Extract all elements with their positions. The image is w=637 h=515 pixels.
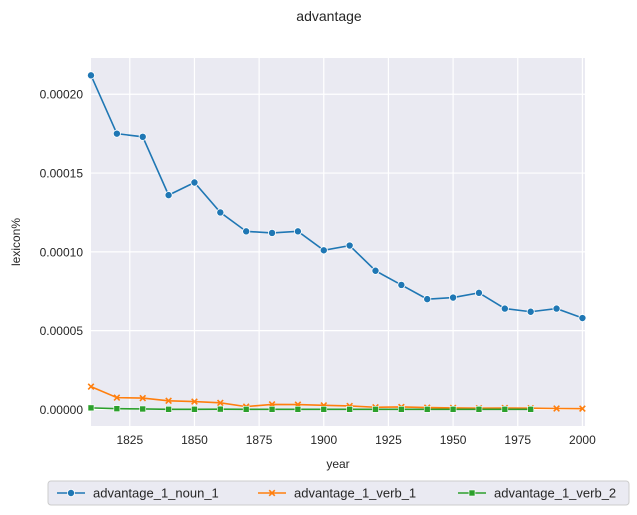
data-point [268, 228, 277, 237]
legend: advantage_1_noun_1 advantage_1_verb_1 adva… [47, 480, 630, 506]
x-tick-label: 1825 [116, 433, 143, 447]
data-point [500, 304, 509, 313]
data-point [191, 398, 198, 405]
series-advantage_1_verb_2 [87, 404, 534, 413]
data-point [578, 314, 587, 323]
x-tick-labels: 1825 1850 1875 1900 1925 1950 1975 2000 [116, 433, 596, 447]
x-tick-label: 1900 [310, 433, 337, 447]
legend-box [47, 480, 630, 506]
legend-marker [67, 488, 76, 497]
x-tick-label: 1850 [181, 433, 208, 447]
series-line [90, 407, 531, 411]
legend-label: advantage_1_noun_1 [93, 486, 219, 501]
data-point [242, 405, 250, 413]
data-point [474, 288, 483, 297]
data-point [475, 405, 483, 413]
data-point [293, 227, 302, 236]
y-axis-label: lexicon% [9, 218, 23, 266]
data-point [113, 394, 121, 401]
data-point [345, 241, 354, 250]
y-tick-label: 0.00000 [40, 403, 84, 417]
x-tick-label: 2000 [569, 433, 596, 447]
plot-area [91, 58, 585, 426]
data-point [139, 405, 147, 413]
series-advantage_1_noun_1 [87, 71, 587, 323]
data-point [319, 246, 328, 255]
data-point [397, 280, 406, 289]
data-point [449, 405, 457, 413]
y-tick-label: 0.00010 [40, 245, 84, 259]
grid [91, 58, 585, 426]
data-point [216, 208, 225, 217]
y-tick-label: 0.00020 [40, 88, 84, 102]
legend-marker [268, 489, 276, 497]
series-layer [87, 71, 587, 413]
data-point [190, 178, 199, 187]
data-point [579, 405, 586, 413]
data-point [191, 405, 198, 413]
data-point [294, 405, 302, 413]
data-point [552, 304, 561, 313]
data-point [398, 405, 405, 413]
data-point [87, 71, 96, 80]
data-point [346, 405, 353, 413]
data-point [449, 293, 458, 302]
x-tick-label: 1875 [246, 433, 273, 447]
data-point [87, 404, 95, 412]
data-point [372, 405, 379, 413]
legend-item: advantage_1_verb_1 [258, 486, 416, 501]
data-point [527, 405, 534, 413]
data-point [423, 295, 432, 304]
y-tick-labels: 0.00000 0.00005 0.00010 0.00015 0.00020 [40, 88, 84, 417]
x-tick-label: 1950 [440, 433, 467, 447]
data-point [113, 405, 121, 412]
legend-label: advantage_1_verb_1 [294, 486, 416, 501]
legend-item: advantage_1_verb_2 [458, 486, 616, 501]
data-point [268, 405, 276, 413]
chart-title: advantage [296, 8, 362, 24]
data-point [242, 227, 251, 236]
data-point [87, 383, 95, 390]
y-tick-label: 0.00005 [40, 324, 84, 338]
legend-label: advantage_1_verb_2 [494, 486, 616, 501]
data-point [501, 405, 509, 413]
legend-item: advantage_1_noun_1 [57, 486, 219, 501]
data-point [217, 405, 224, 413]
series-line [90, 75, 583, 319]
data-point [371, 266, 380, 275]
data-point [138, 132, 147, 141]
data-point [216, 399, 224, 407]
data-point [112, 129, 121, 138]
data-point [553, 405, 560, 412]
data-point [165, 397, 172, 405]
legend-marker [468, 489, 476, 497]
x-tick-label: 1975 [504, 433, 531, 447]
data-point [139, 394, 147, 402]
data-point [320, 405, 328, 413]
y-tick-label: 0.00015 [40, 167, 84, 181]
x-tick-label: 1925 [375, 433, 402, 447]
data-point [165, 405, 172, 413]
series-line [90, 385, 583, 410]
data-point [423, 405, 431, 413]
data-point [164, 191, 173, 200]
data-point [526, 307, 535, 316]
x-axis-label: year [326, 457, 349, 471]
